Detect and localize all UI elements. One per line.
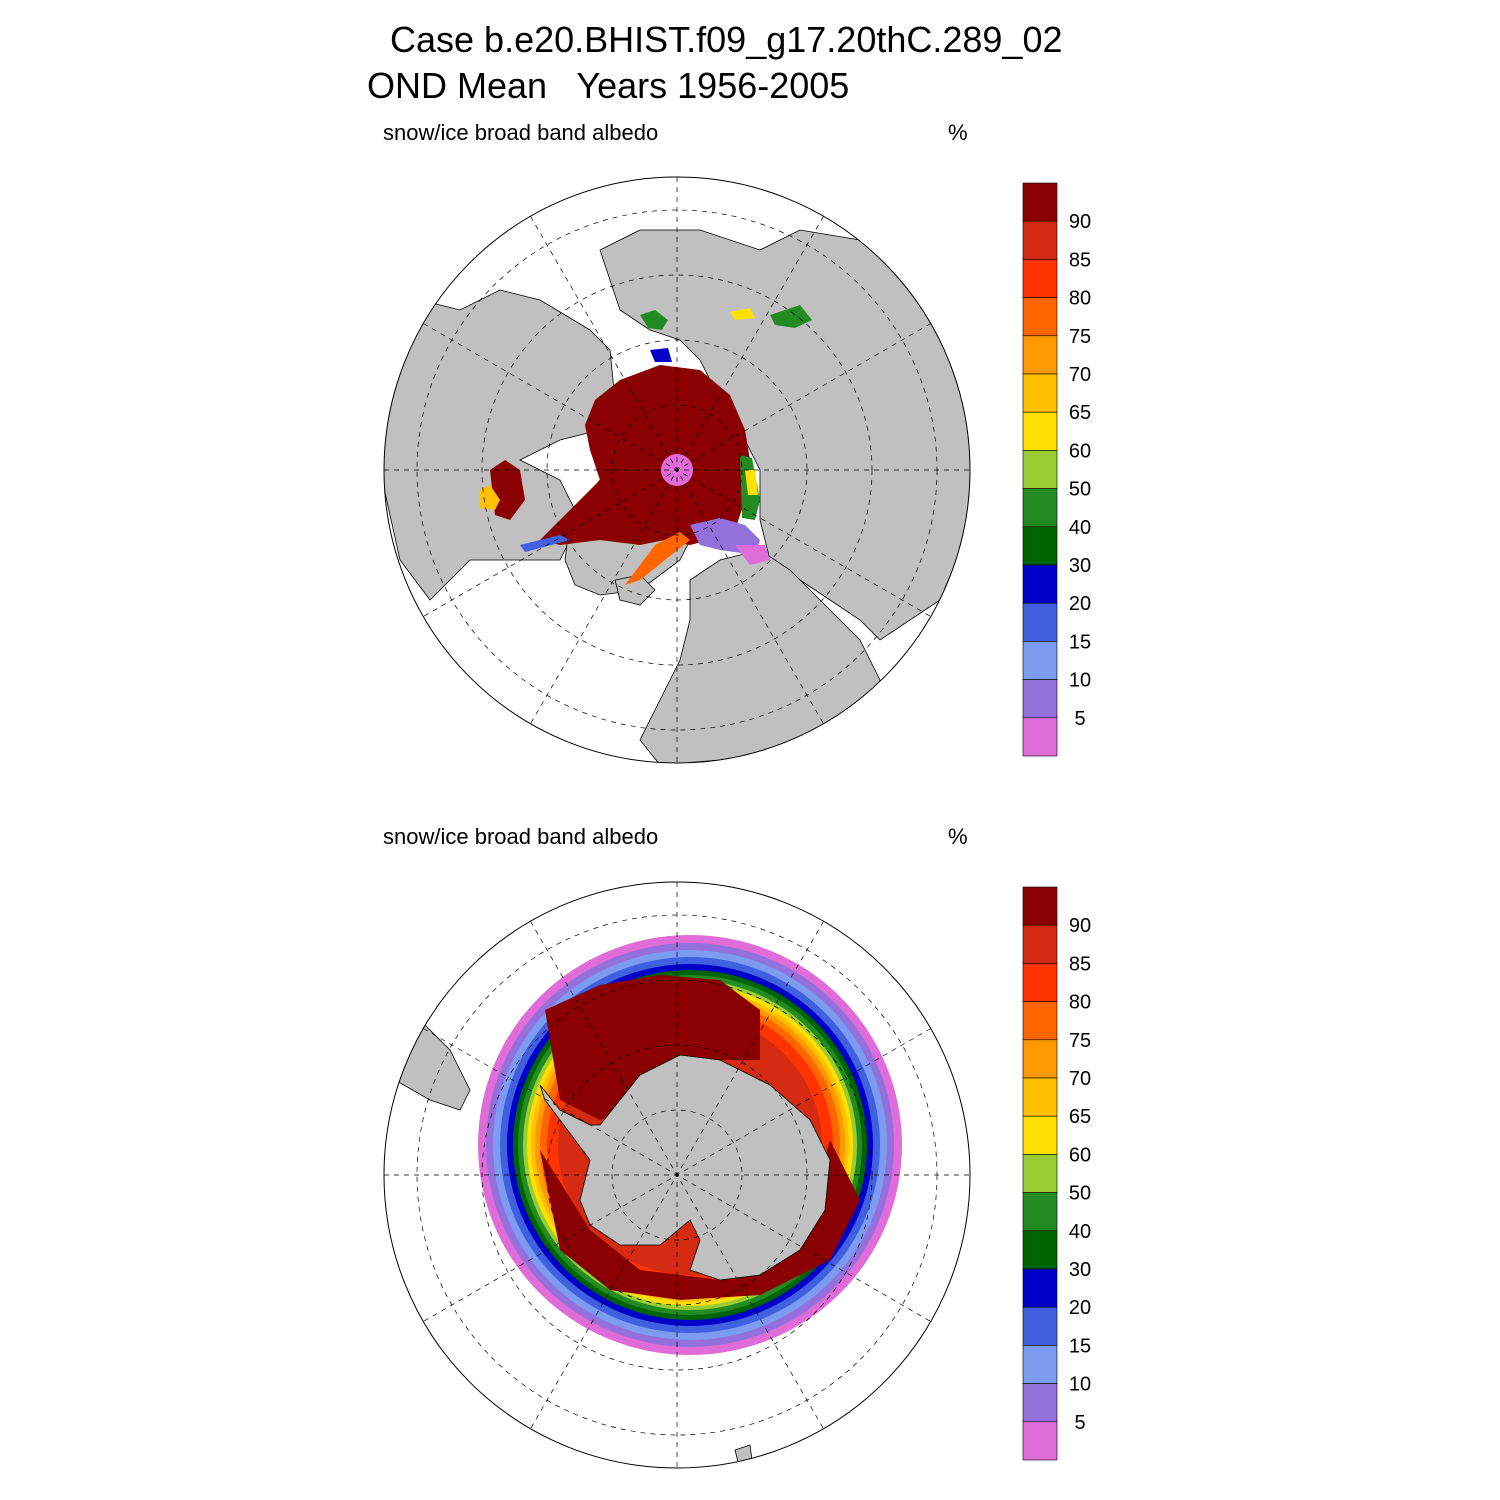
north-colorbar-label: 90	[1069, 211, 1091, 233]
north-colorbar-label: 80	[1069, 288, 1091, 310]
north-colorbar-label: 85	[1069, 249, 1091, 271]
south-colorbar-label: 30	[1069, 1259, 1091, 1281]
south-colorbar-swatch	[1022, 1077, 1058, 1117]
north-polar-map	[383, 176, 971, 764]
south-colorbar-label: 60	[1069, 1144, 1091, 1166]
south-colorbar-swatch	[1022, 1383, 1058, 1423]
south-colorbar-swatch	[1022, 1154, 1058, 1193]
north-colorbar-label: 50	[1069, 479, 1091, 501]
north-land	[384, 229, 970, 763]
south-colorbar-label: 90	[1069, 915, 1091, 937]
south-map-border	[383, 881, 971, 1469]
north-colorbar-swatch	[1022, 717, 1058, 757]
south-colorbar-label: 40	[1069, 1221, 1091, 1243]
north-colorbar-swatch	[1022, 450, 1058, 489]
south-colorbar-swatch	[1022, 924, 1058, 964]
figure-title-period: OND Mean Years 1956-2005	[367, 65, 850, 106]
south-polar-map	[383, 881, 971, 1469]
north-colorbar-swatch	[1022, 526, 1058, 566]
north-colorbar-swatch	[1022, 488, 1058, 528]
north-colorbar-swatch	[1022, 373, 1058, 413]
south-colorbar-swatch	[1022, 1345, 1058, 1384]
north-colorbar-label: 15	[1069, 631, 1091, 653]
south-colorbar-label: 15	[1069, 1335, 1091, 1357]
south-colorbar-label: 70	[1069, 1068, 1091, 1090]
north-colorbar-swatch	[1022, 182, 1058, 222]
south-colorbar-swatch	[1022, 1192, 1058, 1232]
south-colorbar-label: 85	[1069, 953, 1091, 975]
south-colorbar-label: 20	[1069, 1297, 1091, 1319]
north-colorbar-swatch	[1022, 335, 1058, 375]
south-colorbar-label: 5	[1074, 1412, 1085, 1434]
south-colorbar-label: 10	[1069, 1374, 1091, 1396]
south-panel-variable: snow/ice broad band albedo	[383, 824, 659, 849]
south-colorbar-label: 80	[1069, 992, 1091, 1014]
south-colorbar-swatch	[1022, 1001, 1058, 1041]
antarctica	[539, 1054, 831, 1281]
south-colorbar-swatch	[1022, 963, 1058, 1002]
north-colorbar-label: 75	[1069, 326, 1091, 348]
north-map-border	[383, 176, 971, 764]
north-colorbar-swatch	[1022, 297, 1058, 337]
south-colorbar-swatch	[1022, 1230, 1058, 1270]
north-colorbar-swatch	[1022, 564, 1058, 604]
south-colorbar-swatch	[1022, 1039, 1058, 1079]
south-colorbar-swatch	[1022, 1421, 1058, 1461]
north-colorbar-swatch	[1022, 259, 1058, 298]
north-colorbar-swatch	[1022, 220, 1058, 260]
north-colorbar-swatch	[1022, 602, 1058, 642]
north-colorbar-label: 60	[1069, 440, 1091, 462]
north-colorbar-swatch	[1022, 641, 1058, 680]
north-colorbar: 90 85 80 75 70 65 60 50 40 30 20 15 10 5	[1022, 182, 1091, 757]
north-colorbar-swatch	[1022, 411, 1058, 451]
north-colorbar-label: 30	[1069, 555, 1091, 577]
north-colorbar-label: 70	[1069, 364, 1091, 386]
north-panel-variable: snow/ice broad band albedo	[383, 120, 659, 145]
south-colorbar-swatch	[1022, 1115, 1058, 1155]
north-panel-units: %	[948, 120, 968, 145]
south-colorbar-label: 75	[1069, 1030, 1091, 1052]
north-colorbar-label: 65	[1069, 402, 1091, 424]
north-colorbar-label: 5	[1074, 708, 1085, 730]
south-panel-units: %	[948, 824, 968, 849]
north-colorbar-swatch	[1022, 679, 1058, 719]
south-colorbar-swatch	[1022, 1306, 1058, 1346]
north-colorbar-label: 40	[1069, 517, 1091, 539]
south-colorbar: 90 85 80 75 70 65 60 50 40 30 20 15 10 5	[1022, 886, 1091, 1461]
south-colorbar-label: 50	[1069, 1183, 1091, 1205]
north-colorbar-label: 10	[1069, 670, 1091, 692]
north-graticule	[384, 177, 970, 763]
north-colorbar-label: 20	[1069, 593, 1091, 615]
south-graticule	[384, 882, 970, 1468]
south-colorbar-label: 65	[1069, 1106, 1091, 1128]
south-colorbar-swatch	[1022, 1268, 1058, 1308]
figure-title-case: Case b.e20.BHIST.f09_g17.20thC.289_02	[390, 19, 1063, 60]
south-colorbar-swatch	[1022, 886, 1058, 926]
